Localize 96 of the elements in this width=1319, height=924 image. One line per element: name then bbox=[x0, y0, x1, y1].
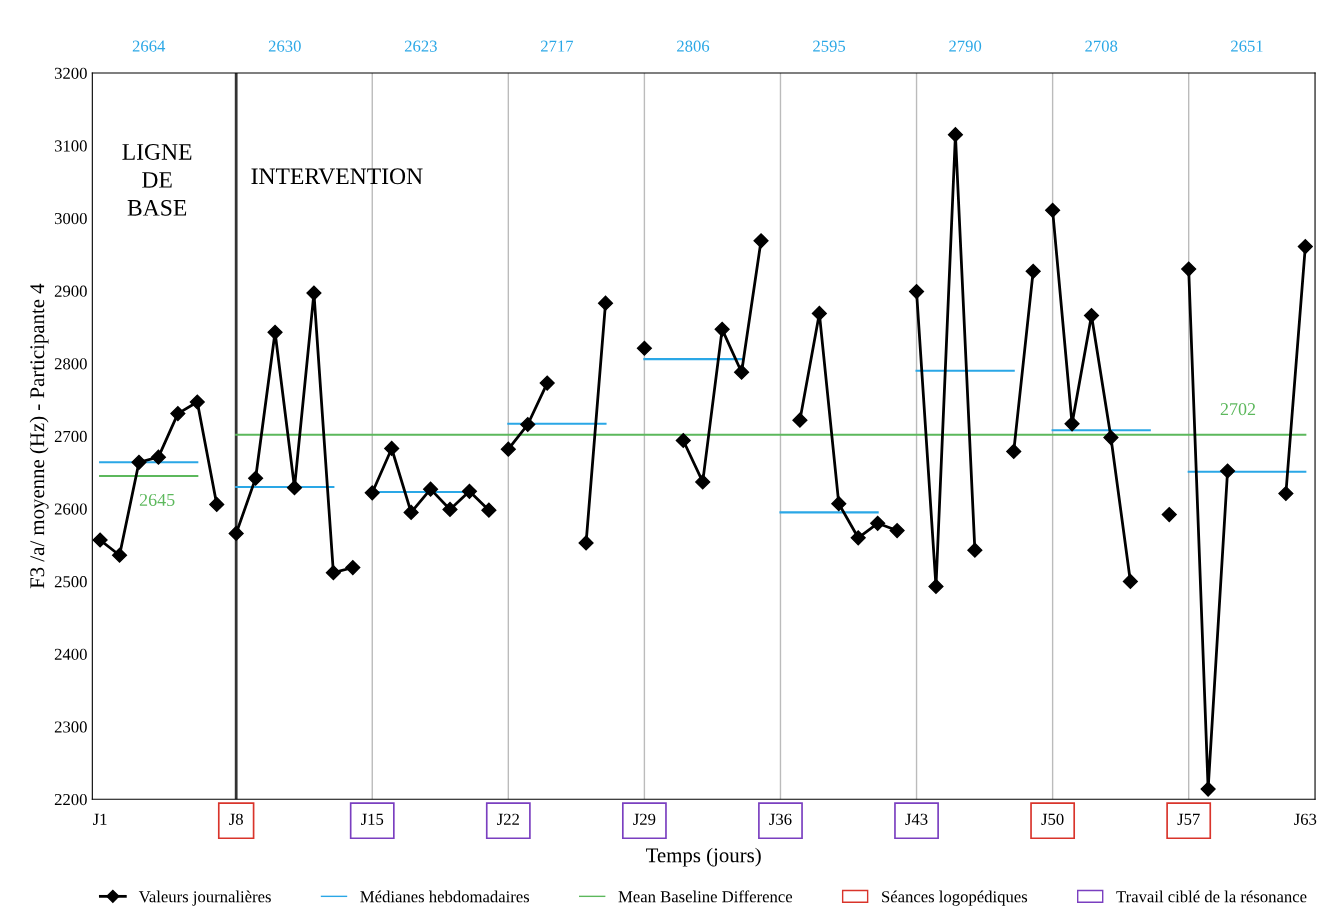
point bbox=[1181, 261, 1197, 277]
x-tick-label: J1 bbox=[93, 813, 107, 825]
text: 2806 bbox=[677, 40, 710, 52]
y-tick-label: 2200 bbox=[54, 793, 87, 806]
y-tick-label: 2900 bbox=[54, 285, 87, 297]
point bbox=[792, 412, 808, 428]
text: 2717 bbox=[540, 40, 574, 52]
text: 2630 bbox=[268, 40, 301, 52]
x-tick-label: J29 bbox=[633, 813, 656, 825]
point bbox=[811, 305, 827, 321]
x-tick-label: J8 bbox=[229, 813, 243, 825]
y-tick-label: 2800 bbox=[54, 358, 87, 370]
x-tick-label: J63 bbox=[1294, 813, 1317, 825]
text: 2623 bbox=[404, 40, 437, 52]
point bbox=[131, 454, 147, 470]
y-tick-label: 2600 bbox=[54, 503, 87, 515]
x-tick-label: J50 bbox=[1041, 813, 1064, 825]
point bbox=[714, 321, 730, 337]
point bbox=[1083, 307, 1100, 324]
y-axis-title: F3 /a/ moyenne (Hz) - Participante 4 bbox=[29, 283, 49, 589]
point bbox=[1025, 263, 1041, 279]
x-tick-label: J57 bbox=[1177, 813, 1200, 825]
point bbox=[831, 496, 847, 512]
point bbox=[597, 295, 614, 311]
y-tick-label: 3100 bbox=[54, 140, 87, 152]
x-tick-label: J15 bbox=[361, 813, 384, 825]
text: 2664 bbox=[132, 40, 166, 52]
point bbox=[1122, 573, 1138, 589]
y-tick-label: 3200 bbox=[54, 67, 87, 79]
y-tick-label: 2400 bbox=[54, 648, 87, 660]
point bbox=[403, 504, 419, 520]
point bbox=[1103, 430, 1119, 446]
point bbox=[92, 532, 108, 548]
point bbox=[209, 496, 225, 512]
legend-label: Mean Baseline Difference bbox=[618, 890, 793, 903]
point bbox=[1297, 239, 1313, 255]
point bbox=[267, 324, 283, 340]
point bbox=[364, 485, 380, 501]
point bbox=[1278, 485, 1294, 502]
point bbox=[753, 233, 769, 249]
text: 2790 bbox=[949, 40, 982, 52]
point bbox=[111, 547, 128, 563]
point bbox=[306, 285, 322, 301]
point bbox=[1161, 506, 1177, 523]
point bbox=[870, 515, 886, 531]
point bbox=[695, 474, 711, 490]
annotation: 2645 bbox=[139, 493, 175, 507]
point bbox=[1006, 443, 1022, 459]
legend-label: Travail ciblé de la résonance bbox=[1116, 890, 1307, 903]
point bbox=[286, 480, 303, 496]
point bbox=[345, 560, 361, 576]
x-tick-label: J22 bbox=[497, 813, 519, 825]
point bbox=[520, 416, 536, 433]
point bbox=[928, 578, 944, 595]
point bbox=[967, 542, 983, 558]
point bbox=[675, 432, 691, 449]
annotation: LIGNE DE BASE bbox=[122, 144, 192, 216]
point bbox=[947, 127, 963, 143]
x-axis-title: Temps (jours) bbox=[646, 847, 761, 867]
point bbox=[1045, 202, 1061, 218]
y-tick-label: 3000 bbox=[54, 212, 87, 225]
point bbox=[578, 535, 594, 551]
point bbox=[1064, 416, 1080, 432]
point bbox=[384, 440, 400, 457]
point bbox=[734, 364, 750, 380]
legend-label: Valeurs journalières bbox=[138, 890, 271, 906]
point bbox=[442, 501, 458, 518]
point bbox=[500, 441, 516, 457]
point bbox=[422, 481, 439, 497]
text: 2595 bbox=[813, 40, 846, 52]
text: 2651 bbox=[1231, 40, 1263, 52]
point bbox=[248, 470, 264, 486]
point bbox=[1219, 463, 1236, 479]
x-tick-label: J36 bbox=[769, 813, 792, 825]
point bbox=[539, 375, 555, 391]
point bbox=[889, 522, 905, 539]
annotation: 2702 bbox=[1220, 403, 1256, 416]
annotation: INTERVENTION bbox=[251, 168, 423, 185]
point bbox=[461, 483, 478, 499]
legend-label: Séances logopédiques bbox=[882, 890, 1028, 906]
point bbox=[636, 340, 652, 356]
y-tick-label: 2300 bbox=[54, 721, 87, 733]
point bbox=[170, 406, 186, 422]
point bbox=[150, 449, 166, 465]
point bbox=[325, 565, 341, 581]
legend-label: Médianes hebdomadaires bbox=[360, 890, 530, 903]
x-tick-label: J43 bbox=[905, 813, 928, 825]
y-tick-label: 2500 bbox=[54, 576, 87, 588]
y-tick-label: 2700 bbox=[54, 430, 87, 443]
point bbox=[228, 525, 244, 542]
point bbox=[189, 394, 205, 410]
point bbox=[908, 284, 925, 300]
text: 2708 bbox=[1085, 40, 1118, 52]
point bbox=[850, 530, 866, 546]
point bbox=[1200, 781, 1216, 797]
point bbox=[481, 502, 497, 518]
